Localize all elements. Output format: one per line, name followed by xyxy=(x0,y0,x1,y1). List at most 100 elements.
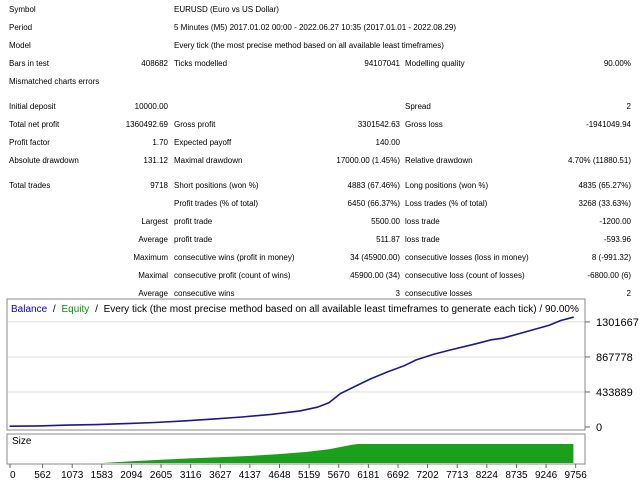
long-positions-label: Long positions (won %) xyxy=(405,181,489,190)
initial-deposit-value: 10000.00 xyxy=(134,102,168,111)
balance-chart-svg: Balance / Equity / Every tick (the most … xyxy=(6,298,639,481)
relative-drawdown-label: Relative drawdown xyxy=(405,156,473,165)
spread-label: Spread xyxy=(405,102,431,111)
balance-point xyxy=(125,423,127,425)
relative-drawdown-value: 4.70% (11880.51) xyxy=(567,156,631,165)
main-plot-frame xyxy=(6,298,586,431)
balance-point xyxy=(212,418,214,420)
balance-point xyxy=(490,339,492,341)
largest-profit-value: 5500.00 xyxy=(371,217,400,226)
x-tick-label: 2605 xyxy=(150,470,173,480)
absolute-drawdown-label: Absolute drawdown xyxy=(9,156,79,165)
maximum-wins-label: consecutive wins (profit in money) xyxy=(174,253,295,262)
balance-point xyxy=(368,378,371,380)
average-consec-losses-value: 2 xyxy=(626,289,631,298)
x-tick-label: 4137 xyxy=(239,470,262,480)
x-tick-label: 5159 xyxy=(298,470,321,480)
symbol-label: Symbol xyxy=(9,5,36,14)
size-area xyxy=(10,444,574,463)
gross-profit-value: 3301542.63 xyxy=(357,120,400,129)
balance-point xyxy=(432,353,434,355)
profit-factor-value: 1.70 xyxy=(152,138,168,147)
x-tick-label: 562 xyxy=(34,470,51,480)
expected-payoff-label: Expected payoff xyxy=(174,138,232,147)
legend-description: Every tick (the most precise method base… xyxy=(104,304,579,315)
balance-point xyxy=(386,371,388,373)
y-axis-ticks: 1301667 867778 433889 0 xyxy=(585,317,639,434)
y-tick-label: 0 xyxy=(596,422,602,434)
short-positions-value: 4883 (67.46%) xyxy=(347,181,400,190)
largest-loss-label: loss trade xyxy=(405,217,440,226)
x-tick-label: 7202 xyxy=(416,470,439,480)
legend-sep-2: / xyxy=(95,304,98,315)
x-tick-label: 0 xyxy=(10,470,16,480)
total-trades-label: Total trades xyxy=(9,181,51,190)
balance-point xyxy=(560,319,562,322)
spread-value: 2 xyxy=(626,102,631,111)
average-label: Average xyxy=(138,235,168,244)
x-axis-ticks: 0 562 1073 1583 2094 2605 3116 3627 4137 4648 5159… xyxy=(9,464,588,481)
loss-trades-value: 3268 (33.63%) xyxy=(578,199,631,208)
x-tick-label: 3627 xyxy=(209,470,232,480)
balance-point xyxy=(38,425,40,427)
expected-payoff-value: 140.00 xyxy=(375,138,400,147)
balance-point xyxy=(339,392,342,395)
legend-sep-1: / xyxy=(53,304,56,315)
balance-point xyxy=(183,420,185,422)
balance-point xyxy=(9,425,11,427)
maximal-losses-label: consecutive loss (count of losses) xyxy=(405,271,525,280)
profit-trades-value: 6450 (66.37%) xyxy=(347,199,400,208)
total-net-profit-label: Total net profit xyxy=(9,120,60,129)
x-tick-label: 9756 xyxy=(565,470,588,480)
x-tick-label: 6181 xyxy=(357,470,380,480)
x-tick-label: 1073 xyxy=(61,470,84,480)
symbol-value: EURUSD (Euro vs US Dollar) xyxy=(174,5,279,14)
x-tick-label: 7713 xyxy=(446,470,469,480)
size-label: Size xyxy=(12,436,32,447)
largest-label: Largest xyxy=(141,217,168,226)
y-tick-label: 1301667 xyxy=(596,317,639,329)
x-tick-label: 8735 xyxy=(505,470,528,480)
balance-point xyxy=(519,332,521,334)
initial-deposit-label: Initial deposit xyxy=(9,102,56,111)
balance-point xyxy=(403,365,405,367)
y-tick-label: 867778 xyxy=(596,352,633,364)
maximum-wins-value: 34 (45900.00) xyxy=(350,253,400,262)
mismatched-label: Mismatched charts errors xyxy=(9,77,100,86)
average-loss-label: loss trade xyxy=(405,235,440,244)
size-series xyxy=(10,444,574,463)
loss-trades-label: Loss trades (% of total) xyxy=(405,199,488,208)
balance-point xyxy=(572,316,575,318)
balance-point xyxy=(531,329,533,331)
bars-in-test-value: 408682 xyxy=(141,59,168,68)
average-consec-label: Average xyxy=(138,289,168,298)
gross-loss-label: Gross loss xyxy=(405,120,443,129)
balance-point xyxy=(473,343,475,345)
balance-chart: Balance / Equity / Every tick (the most … xyxy=(0,297,640,481)
x-tick-label: 3116 xyxy=(180,470,202,480)
period-label: Period xyxy=(9,23,33,32)
ticks-modelled-label: Ticks modelled xyxy=(174,59,228,68)
average-consec-losses-label: consecutive losses xyxy=(405,289,473,298)
balance-point xyxy=(241,416,243,418)
average-profit-value: 511.87 xyxy=(376,235,400,244)
average-consec-wins-value: 3 xyxy=(395,289,400,298)
balance-point xyxy=(502,337,504,339)
maximal-wins-label: consecutive profit (count of wins) xyxy=(174,271,291,280)
largest-loss-value: -1200.00 xyxy=(599,217,631,226)
ticks-modelled-value: 94107041 xyxy=(364,59,400,68)
balance-point xyxy=(357,384,359,386)
average-profit-label: profit trade xyxy=(174,235,213,244)
profit-factor-label: Profit factor xyxy=(9,138,50,147)
maximum-label: Maximum xyxy=(133,253,168,262)
balance-point xyxy=(67,424,69,426)
largest-profit-label: profit trade xyxy=(174,217,213,226)
period-value: 5 Minutes (M5) 2017.01.02 00:00 - 2022.0… xyxy=(174,23,456,32)
x-tick-label: 4648 xyxy=(268,470,291,480)
model-label: Model xyxy=(9,41,31,50)
balance-point xyxy=(415,359,417,361)
x-tick-label: 2094 xyxy=(120,470,143,480)
maximum-losses-label: consecutive losses (loss in money) xyxy=(405,253,529,262)
y-tick-label: 433889 xyxy=(596,387,633,399)
modelling-quality-label: Modelling quality xyxy=(405,59,465,68)
